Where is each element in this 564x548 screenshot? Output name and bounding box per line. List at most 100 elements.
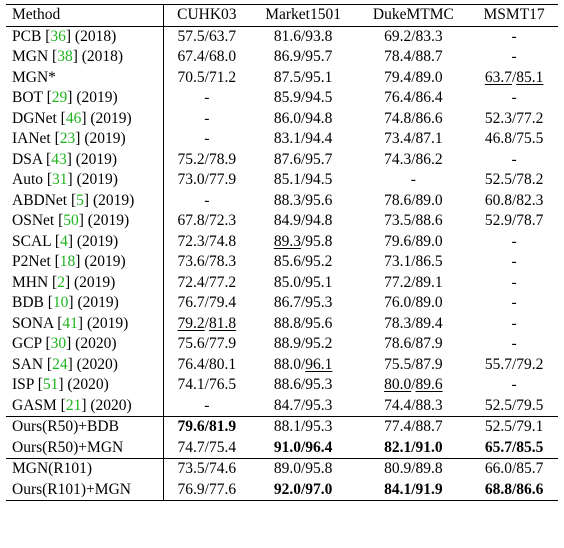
table-row: Ours(R50)+BDB 79.6/81.9 88.1/95.3 77.4/88.7… (6, 417, 558, 438)
value-cell-dukemtmc: 82.1/91.0 (357, 438, 471, 459)
table-row: Ours(R50)+MGN 74.7/75.4 91.0/96.4 82.1/91.0… (6, 438, 558, 459)
method-cell: MGN [38] (2018) (6, 47, 164, 68)
method-cell: SAN [24] (2020) (6, 355, 164, 376)
table-row: BDB [10] (2019) 76.7/79.4 86.7/95.3 76.0/89… (6, 293, 558, 314)
second-best-value: 85.1 (516, 69, 543, 86)
method-cell: PCB [36] (2018) (6, 26, 164, 47)
method-year: (2020) (71, 335, 116, 352)
citation-link[interactable]: 29 (52, 89, 68, 106)
best-value: 82.1/91.0 (384, 439, 443, 456)
value-cell-market1501: 89.3/95.8 (250, 232, 357, 253)
method-name: GCP (12, 335, 42, 352)
value-cell-cuhk03: 72.4/77.2 (164, 273, 250, 294)
value-cell-cuhk03: 57.5/63.7 (164, 26, 250, 47)
value-cell-dukemtmc: 78.4/88.7 (357, 47, 471, 68)
method-year: (2019) (72, 89, 117, 106)
value-cell-msmt17: - (470, 88, 558, 109)
citation-link[interactable]: 30 (51, 335, 67, 352)
method-name: SAN (12, 356, 43, 373)
citation-link[interactable]: 36 (50, 28, 66, 45)
method-name: IANet (12, 130, 51, 147)
table-row: MHN [2] (2019) 72.4/77.2 85.0/95.1 77.2/89.… (6, 273, 558, 294)
citation-link[interactable]: 38 (57, 48, 73, 65)
value-cell-msmt17: 52.5/79.1 (470, 417, 558, 438)
value-cell-dukemtmc: 76.4/86.4 (357, 88, 471, 109)
citation-link[interactable]: 18 (60, 253, 76, 270)
table-row: PCB [36] (2018) 57.5/63.7 81.6/93.8 69.2/83… (6, 26, 558, 47)
second-best-value: 96.1 (305, 356, 332, 373)
value-cell-market1501: 88.6/95.3 (250, 375, 357, 396)
value-cell-market1501: 87.5/95.1 (250, 68, 357, 89)
value-cell-market1501: 86.7/95.3 (250, 293, 357, 314)
best-value: 92.0/97.0 (274, 481, 333, 498)
citation-link[interactable]: 23 (60, 130, 76, 147)
method-cell: Auto [31] (2019) (6, 170, 164, 191)
citation-link[interactable]: 5 (76, 192, 84, 209)
second-best-value: 80.0 (384, 376, 411, 393)
method-year: (2019) (89, 192, 134, 209)
value-cell-cuhk03: 74.1/76.5 (164, 375, 250, 396)
method-cell: BOT [29] (2019) (6, 88, 164, 109)
citation-link[interactable]: 50 (63, 212, 79, 229)
citation-link[interactable]: 2 (57, 274, 65, 291)
value-cell-msmt17: 52.5/79.5 (470, 396, 558, 417)
value-cell-dukemtmc: 76.0/89.0 (357, 293, 471, 314)
method-cell: GCP [30] (2020) (6, 334, 164, 355)
value-cell-msmt17: 55.7/79.2 (470, 355, 558, 376)
value-cell-cuhk03: 79.2/81.8 (164, 314, 250, 335)
value-cell-msmt17: - (470, 26, 558, 47)
table-row: MGN* 70.5/71.2 87.5/95.1 79.4/89.0 63.7/85.1 (6, 68, 558, 89)
value-cell-market1501: 86.9/95.7 (250, 47, 357, 68)
method-year: (2019) (73, 233, 118, 250)
best-value: 84.1/91.9 (384, 481, 443, 498)
header-cuhk03: CUHK03 (164, 5, 250, 27)
value-cell-msmt17: 68.8/86.6 (470, 480, 558, 501)
method-cell: OSNet [50] (2019) (6, 211, 164, 232)
value-cell-market1501: 88.3/95.6 (250, 191, 357, 212)
citation-link[interactable]: 46 (66, 110, 82, 127)
method-year: (2020) (64, 376, 109, 393)
citation-link[interactable]: 24 (52, 356, 68, 373)
value-cell-msmt17: - (470, 314, 558, 335)
citation-link[interactable]: 21 (66, 397, 82, 414)
header-market1501: Market1501 (250, 5, 357, 27)
header-msmt17: MSMT17 (470, 5, 558, 27)
method-name: PCB (12, 28, 41, 45)
method-name: Ours(R50)+MGN (12, 439, 123, 456)
value-cell-market1501: 83.1/94.4 (250, 129, 357, 150)
second-best-value: 89.3 (274, 233, 301, 250)
value-cell-dukemtmc: 79.4/89.0 (357, 68, 471, 89)
value-cell-dukemtmc: 78.3/89.4 (357, 314, 471, 335)
method-year: (2020) (87, 397, 132, 414)
table-row: DSA [43] (2019) 75.2/78.9 87.6/95.7 74.3/86… (6, 150, 558, 171)
value-cell-dukemtmc: 73.4/87.1 (357, 129, 471, 150)
citation-link[interactable]: 41 (62, 315, 78, 332)
value-cell-cuhk03: 73.6/78.3 (164, 252, 250, 273)
method-name: SCAL (12, 233, 51, 250)
citation-link[interactable]: 4 (60, 233, 68, 250)
citation-link[interactable]: 10 (53, 294, 69, 311)
method-cell: MGN(R101) (6, 459, 164, 480)
value-cell-msmt17: 52.9/78.7 (470, 211, 558, 232)
citation-link[interactable]: 31 (52, 171, 68, 188)
value-cell-market1501: 91.0/96.4 (250, 438, 357, 459)
table-row: SAN [24] (2020) 76.4/80.1 88.0/96.1 75.5/87… (6, 355, 558, 376)
value-cell-market1501: 89.0/95.8 (250, 459, 357, 480)
method-name: MGN (12, 48, 48, 65)
method-name: DGNet (12, 110, 57, 127)
citation-link[interactable]: 51 (43, 376, 59, 393)
value-cell-dukemtmc: 77.4/88.7 (357, 417, 471, 438)
method-cell: Ours(R50)+BDB (6, 417, 164, 438)
value-cell-market1501: 87.6/95.7 (250, 150, 357, 171)
value-cell-msmt17: - (470, 293, 558, 314)
method-name: BDB (12, 294, 44, 311)
value-cell-dukemtmc: 73.5/88.6 (357, 211, 471, 232)
method-name: MGN* (12, 69, 56, 86)
value-cell-market1501: 88.0/96.1 (250, 355, 357, 376)
header-method: Method (6, 5, 164, 27)
citation-link[interactable]: 43 (51, 151, 67, 168)
method-year: (2018) (78, 48, 123, 65)
value-cell-market1501: 84.7/95.3 (250, 396, 357, 417)
value-cell-msmt17: - (470, 375, 558, 396)
method-cell: IANet [23] (2019) (6, 129, 164, 150)
